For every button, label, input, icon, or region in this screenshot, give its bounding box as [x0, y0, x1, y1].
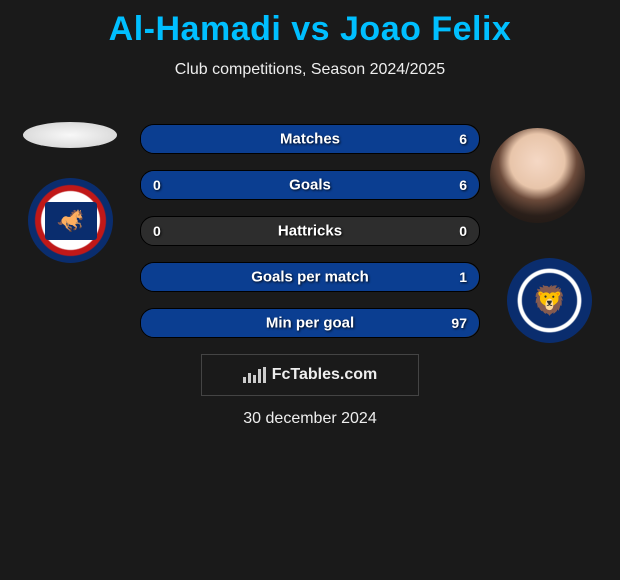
- stat-row: Goals per match1: [140, 262, 480, 292]
- horse-icon: 🐎: [57, 208, 84, 234]
- stat-value-right: 1: [459, 269, 467, 285]
- page-title: Al-Hamadi vs Joao Felix: [0, 0, 620, 49]
- stat-row: Min per goal97: [140, 308, 480, 338]
- stat-value-right: 6: [459, 131, 467, 147]
- stat-row: Matches6: [140, 124, 480, 154]
- stat-label: Hattricks: [141, 223, 479, 240]
- stat-row: Hattricks0 0: [140, 216, 480, 246]
- stats-container: Matches6Goals06Hattricks00Goals per matc…: [140, 124, 480, 354]
- stat-value-right: 97: [451, 315, 467, 331]
- club-badge-right: 🦁: [507, 258, 592, 343]
- lion-icon: 🦁: [532, 284, 567, 317]
- watermark-text: FcTables.com: [272, 366, 378, 384]
- stat-value-left: 0: [153, 223, 161, 239]
- stat-label: Matches: [141, 131, 479, 148]
- club-badge-left: 🐎: [28, 178, 113, 263]
- stat-label: Goals per match: [141, 269, 479, 286]
- watermark: FcTables.com: [201, 354, 419, 396]
- chart-icon: [243, 367, 266, 383]
- subtitle: Club competitions, Season 2024/2025: [0, 61, 620, 79]
- stat-row: Goals0 6: [140, 170, 480, 200]
- player-right-photo: [490, 128, 585, 223]
- player-left-photo: [23, 122, 117, 148]
- date-text: 30 december 2024: [0, 410, 620, 428]
- stat-label: Min per goal: [141, 315, 479, 332]
- stat-value-right: 6: [459, 177, 467, 193]
- stat-value-right: 0: [459, 223, 467, 239]
- stat-value-left: 0: [153, 177, 161, 193]
- stat-label: Goals: [141, 177, 479, 194]
